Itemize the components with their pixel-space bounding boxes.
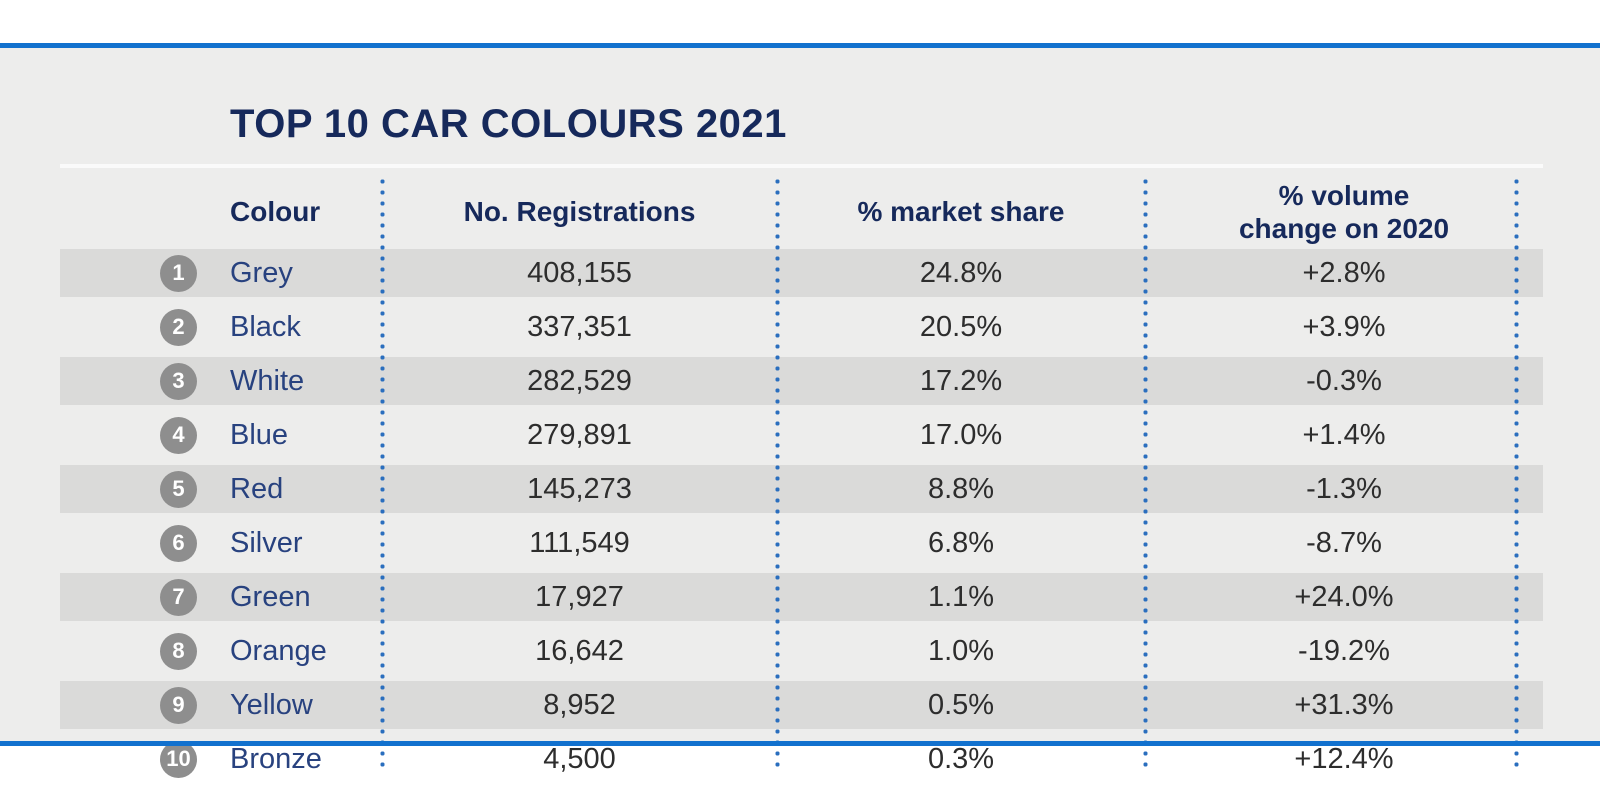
registrations-value: 111,549 — [529, 526, 630, 559]
colour-cell: 5 Red — [60, 462, 382, 516]
table-panel: TOP 10 CAR COLOURS 2021 Colour No. Regis… — [0, 48, 1600, 778]
top-border-line — [0, 43, 1600, 48]
column-divider-dotted — [1514, 176, 1519, 772]
table-row: 8 Orange 16,642 1.0% -19.2% — [60, 624, 1543, 678]
market-share-value: 0.3% — [927, 742, 995, 775]
rank-badge: 7 — [160, 578, 197, 616]
registrations-value: 8,952 — [543, 688, 616, 721]
rank-badge: 6 — [160, 524, 197, 562]
rank-badge: 4 — [160, 416, 197, 454]
colour-name: Orange — [230, 634, 327, 667]
title-underline — [60, 164, 1543, 168]
header-colour: Colour — [230, 196, 321, 227]
colour-name: Yellow — [230, 688, 313, 721]
header-market-share: % market share — [857, 196, 1065, 227]
colour-name: Black — [230, 310, 301, 343]
market-share-value: 1.0% — [927, 634, 995, 667]
volume-change-value: -8.7% — [1306, 526, 1382, 559]
registrations-value: 16,642 — [535, 634, 624, 667]
table-row: 2 Black 337,351 20.5% +3.9% — [60, 300, 1543, 354]
registrations-value: 4,500 — [543, 742, 616, 775]
colour-name: Silver — [230, 526, 303, 559]
registrations-value: 145,273 — [527, 472, 632, 505]
car-colours-table: Colour No. Registrations % market share … — [60, 178, 1543, 786]
colour-cell: 6 Silver — [60, 516, 382, 570]
table-row: 9 Yellow 8,952 0.5% +31.3% — [60, 678, 1543, 732]
volume-change-value: +1.4% — [1302, 418, 1386, 451]
rank-badge: 5 — [160, 470, 197, 508]
colour-cell: 2 Black — [60, 300, 382, 354]
market-share-value: 8.8% — [927, 472, 995, 505]
volume-change-value: +2.8% — [1302, 256, 1386, 289]
volume-change-value: +31.3% — [1294, 688, 1394, 721]
colour-cell: 10 Bronze — [60, 732, 382, 786]
table-row: 1 Grey 408,155 24.8% +2.8% — [60, 246, 1543, 300]
table-row: 5 Red 145,273 8.8% -1.3% — [60, 462, 1543, 516]
registrations-value: 337,351 — [527, 310, 632, 343]
rank-badge: 3 — [160, 362, 197, 400]
column-divider-dotted — [1143, 176, 1148, 772]
table-row: 6 Silver 111,549 6.8% -8.7% — [60, 516, 1543, 570]
header-registrations: No. Registrations — [463, 196, 696, 227]
market-share-value: 6.8% — [927, 526, 995, 559]
colour-name: Grey — [230, 256, 293, 289]
table-row: 3 White 282,529 17.2% -0.3% — [60, 354, 1543, 408]
registrations-value: 17,927 — [535, 580, 624, 613]
colour-cell: 9 Yellow — [60, 678, 382, 732]
column-divider-dotted — [775, 176, 780, 772]
volume-change-value: -1.3% — [1306, 472, 1382, 505]
market-share-value: 17.2% — [919, 364, 1003, 397]
header-volume-change: % volume change on 2020 — [1238, 180, 1450, 244]
colour-name: Green — [230, 580, 311, 613]
colour-name: Blue — [230, 418, 289, 451]
table-row: 10 Bronze 4,500 0.3% +12.4% — [60, 732, 1543, 786]
market-share-value: 0.5% — [927, 688, 995, 721]
volume-change-value: +12.4% — [1294, 742, 1394, 775]
colour-name: Red — [230, 472, 284, 505]
colour-cell: 8 Orange — [60, 624, 382, 678]
registrations-value: 279,891 — [527, 418, 632, 451]
column-divider-dotted — [380, 176, 385, 772]
page-title: TOP 10 CAR COLOURS 2021 — [230, 102, 787, 146]
volume-change-value: -0.3% — [1306, 364, 1382, 397]
colour-cell: 1 Grey — [60, 246, 382, 300]
market-share-value: 20.5% — [919, 310, 1003, 343]
bottom-border-line — [0, 741, 1600, 746]
volume-change-value: +24.0% — [1294, 580, 1394, 613]
rank-badge: 10 — [160, 740, 197, 778]
registrations-value: 408,155 — [527, 256, 632, 289]
volume-change-value: +3.9% — [1302, 310, 1386, 343]
registrations-value: 282,529 — [527, 364, 632, 397]
table-header-row: Colour No. Registrations % market share … — [60, 178, 1543, 246]
colour-cell: 4 Blue — [60, 408, 382, 462]
colour-name: Bronze — [230, 742, 322, 775]
rank-badge: 8 — [160, 632, 197, 670]
rank-badge: 9 — [160, 686, 197, 724]
market-share-value: 17.0% — [919, 418, 1003, 451]
colour-cell: 3 White — [60, 354, 382, 408]
rank-badge: 1 — [160, 254, 197, 292]
colour-name: White — [230, 364, 305, 397]
colour-cell: 7 Green — [60, 570, 382, 624]
table-row: 7 Green 17,927 1.1% +24.0% — [60, 570, 1543, 624]
volume-change-value: -19.2% — [1298, 634, 1390, 667]
table-row: 4 Blue 279,891 17.0% +1.4% — [60, 408, 1543, 462]
market-share-value: 24.8% — [919, 256, 1003, 289]
rank-badge: 2 — [160, 308, 197, 346]
market-share-value: 1.1% — [927, 580, 995, 613]
